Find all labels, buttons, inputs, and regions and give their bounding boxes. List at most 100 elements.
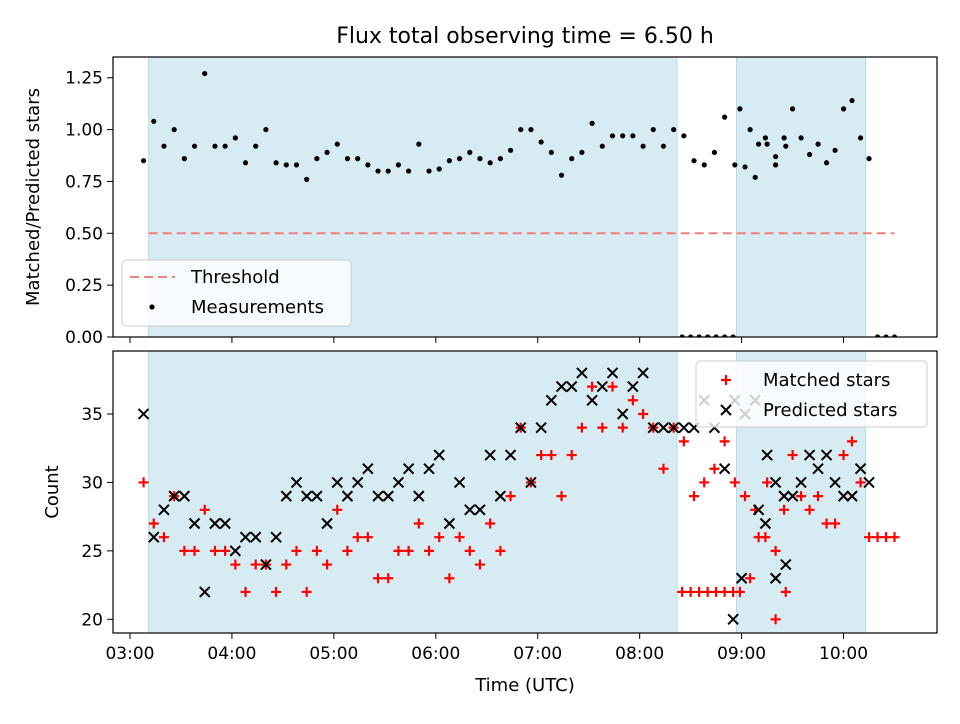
predicted-star-point	[854, 463, 867, 475]
measurement-point	[304, 176, 310, 182]
predicted-star-point	[331, 476, 343, 489]
matched-star-point	[864, 532, 875, 543]
matched-star-point	[587, 381, 598, 392]
measurement-point	[528, 126, 534, 133]
matched-star-point	[342, 545, 353, 556]
predicted-star-point	[209, 517, 221, 530]
matched-star-point	[271, 586, 282, 597]
measurement-point	[212, 143, 218, 149]
predicted-star-point	[148, 531, 160, 543]
matched-star-point	[311, 545, 322, 556]
axes-frame	[112, 350, 938, 634]
measurement-point	[232, 135, 238, 141]
predicted-star-point	[239, 531, 252, 543]
matched-star-point	[872, 532, 883, 543]
matched-star-point	[485, 518, 496, 529]
measurement-point	[365, 162, 371, 168]
x-axis-label: Time (UTC)	[474, 675, 575, 696]
predicted-star-point	[759, 517, 772, 530]
predicted-star-point	[311, 490, 323, 502]
matched-star-point	[546, 450, 557, 461]
predicted-star-point	[837, 490, 850, 502]
measurement-point	[815, 141, 821, 147]
predicted-star-point	[168, 490, 180, 502]
x-tick-label: 10:00	[819, 644, 868, 664]
matched-star-point	[813, 491, 824, 502]
y-tick-label: 20	[81, 610, 103, 630]
predicted-star-point	[761, 449, 773, 461]
measurement-point	[355, 156, 361, 162]
predicted-star-point	[795, 476, 807, 489]
measurement-point	[456, 156, 463, 162]
matched-star-point	[745, 573, 756, 584]
matched-star-point	[740, 491, 751, 502]
predicted-star-point	[300, 490, 313, 502]
matched-star-point	[158, 532, 169, 543]
measurement-point	[671, 126, 677, 133]
matched-star-point	[362, 532, 373, 543]
y-axis-label: Matched/Predicted stars	[23, 88, 44, 306]
matched-star-point	[638, 408, 649, 419]
matched-star-point	[702, 586, 713, 597]
measurement-point	[171, 126, 177, 133]
measurement-point	[798, 135, 804, 141]
predicted-star-point	[657, 421, 670, 434]
legend-predicted-label: Predicted stars	[763, 400, 897, 421]
predicted-star-point	[199, 586, 211, 598]
measurement-point	[691, 158, 697, 164]
matched-star-point	[685, 586, 696, 597]
y-tick-label: 0.25	[65, 276, 103, 296]
predicted-star-point	[752, 504, 765, 516]
measurement-point	[477, 156, 483, 162]
measurement-point	[436, 166, 442, 172]
matched-star-point	[762, 477, 773, 488]
matched-star-point	[711, 586, 722, 597]
legend-box	[695, 360, 928, 428]
predicted-star-point	[718, 463, 731, 475]
measurement-point	[222, 143, 228, 149]
matched-star-point	[220, 545, 231, 556]
legend-measurement-swatch	[149, 304, 155, 310]
predicted-star-point	[769, 476, 782, 489]
measurement-point	[253, 143, 259, 149]
measurement-point	[679, 334, 685, 337]
predicted-star-point	[627, 380, 639, 393]
matched-star-point	[770, 614, 781, 625]
predicted-star-point	[494, 490, 507, 502]
predicted-star-point	[484, 449, 496, 461]
matched-star-point	[689, 491, 700, 502]
predicted-star-point	[443, 517, 456, 530]
measurement-point	[742, 164, 748, 170]
matched-star-point	[434, 532, 445, 543]
measurement-point	[630, 133, 636, 139]
measurement-point	[242, 160, 249, 166]
predicted-star-point	[545, 394, 558, 406]
matched-star-point	[855, 477, 866, 488]
matched-star-point	[830, 518, 841, 529]
matched-star-point	[505, 491, 516, 502]
matched-star-point	[495, 545, 506, 556]
measurement-point	[283, 162, 289, 168]
matched-star-point	[889, 532, 900, 543]
predicted-star-point	[178, 490, 191, 502]
measurement-point	[866, 156, 872, 162]
predicted-star-point	[351, 476, 364, 489]
measurement-point	[620, 133, 626, 139]
measurement-point	[599, 143, 605, 149]
measurement-point	[181, 156, 187, 162]
predicted-star-point	[280, 490, 293, 502]
legend-bottom: Matched stars Predicted stars	[695, 360, 928, 428]
measurement-point	[857, 135, 864, 141]
matched-star-point	[821, 518, 832, 529]
predicted-star-point	[616, 408, 629, 420]
y-tick-label: 1.25	[65, 69, 103, 89]
measurement-point	[701, 162, 707, 168]
matched-star-point	[474, 559, 485, 570]
measurement-point	[891, 334, 898, 337]
predicted-star-point	[341, 490, 354, 502]
predicted-star-point	[137, 408, 150, 420]
matched-star-point	[694, 586, 705, 597]
measurement-point	[416, 141, 422, 147]
predicted-star-point	[402, 463, 415, 475]
matched-star-point	[383, 573, 394, 584]
